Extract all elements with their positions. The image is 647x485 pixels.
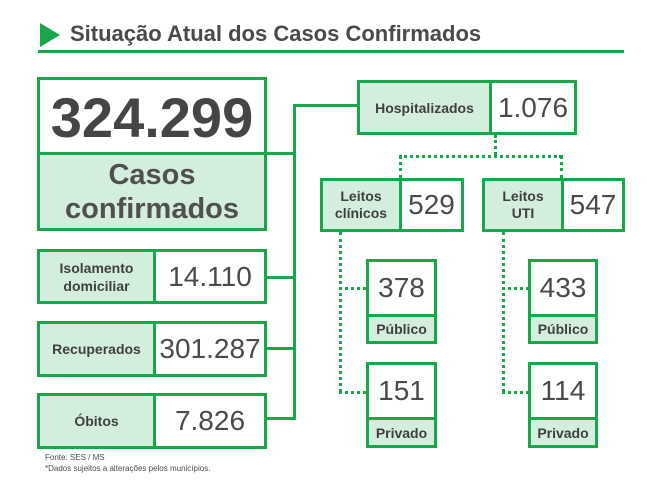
connector (293, 104, 357, 107)
dotted-connector (494, 135, 497, 155)
leitos-uti-label-box: Leitos UTI (482, 178, 564, 232)
connector (264, 347, 296, 350)
confirmados-value: 324.299 (50, 85, 254, 149)
obitos-value: 7.826 (153, 393, 267, 449)
uti-publico-label: Público (528, 314, 598, 344)
obitos-label: Óbitos (37, 393, 156, 449)
leitos-uti-value: 547 (561, 178, 625, 232)
dotted-connector (339, 391, 366, 394)
header-underline (38, 50, 624, 53)
dotted-connector (502, 287, 529, 290)
connector (293, 104, 296, 420)
connector (264, 152, 296, 155)
connector (264, 417, 296, 420)
leitos-clinicos-label: Leitos (340, 188, 382, 204)
dotted-connector (339, 232, 342, 392)
isolamento-label: domiciliar (63, 277, 130, 294)
uti-privado-value: 114 (528, 362, 598, 420)
isolamento-value: 14.110 (153, 249, 267, 304)
dotted-connector (502, 391, 529, 394)
clinicos-privado-value: 151 (366, 362, 437, 420)
connector (264, 276, 296, 279)
confirmados-label: Casos (108, 158, 196, 191)
hospitalizados-value: 1.076 (489, 80, 577, 135)
confirmados-label: confirmados (64, 192, 240, 225)
dotted-connector (399, 155, 562, 158)
leitos-clinicos-label-box: Leitos clínicos (320, 178, 402, 232)
page-title: Situação Atual dos Casos Confirmados (70, 21, 482, 46)
isolamento-label: Isolamento (59, 259, 134, 276)
dotted-connector (560, 155, 563, 179)
leitos-clinicos-value: 529 (399, 178, 464, 232)
uti-privado-label: Privado (528, 417, 598, 448)
hospitalizados-label: Hospitalizados (357, 80, 492, 135)
isolamento-label-box: Isolamento domiciliar (37, 249, 156, 304)
header-arrow-icon (40, 23, 60, 47)
recuperados-value: 301.287 (153, 321, 267, 377)
recuperados-label: Recuperados (37, 321, 156, 377)
footer-note: *Dados sujeitos a alterações pelos munic… (45, 464, 211, 473)
clinicos-publico-value: 378 (366, 259, 437, 317)
dotted-connector (339, 287, 366, 290)
dotted-connector (399, 155, 402, 179)
clinicos-publico-label: Público (366, 314, 437, 344)
leitos-uti-label: Leitos (502, 188, 544, 204)
leitos-clinicos-label: clínicos (334, 205, 388, 221)
leitos-uti-label: UTI (511, 205, 535, 221)
uti-publico-value: 433 (528, 259, 598, 317)
clinicos-privado-label: Privado (366, 417, 437, 448)
dotted-connector (502, 232, 505, 392)
confirmados-label-box: Casos confirmados (37, 152, 267, 231)
footer-source: Fonte: SES / MS (45, 453, 105, 462)
